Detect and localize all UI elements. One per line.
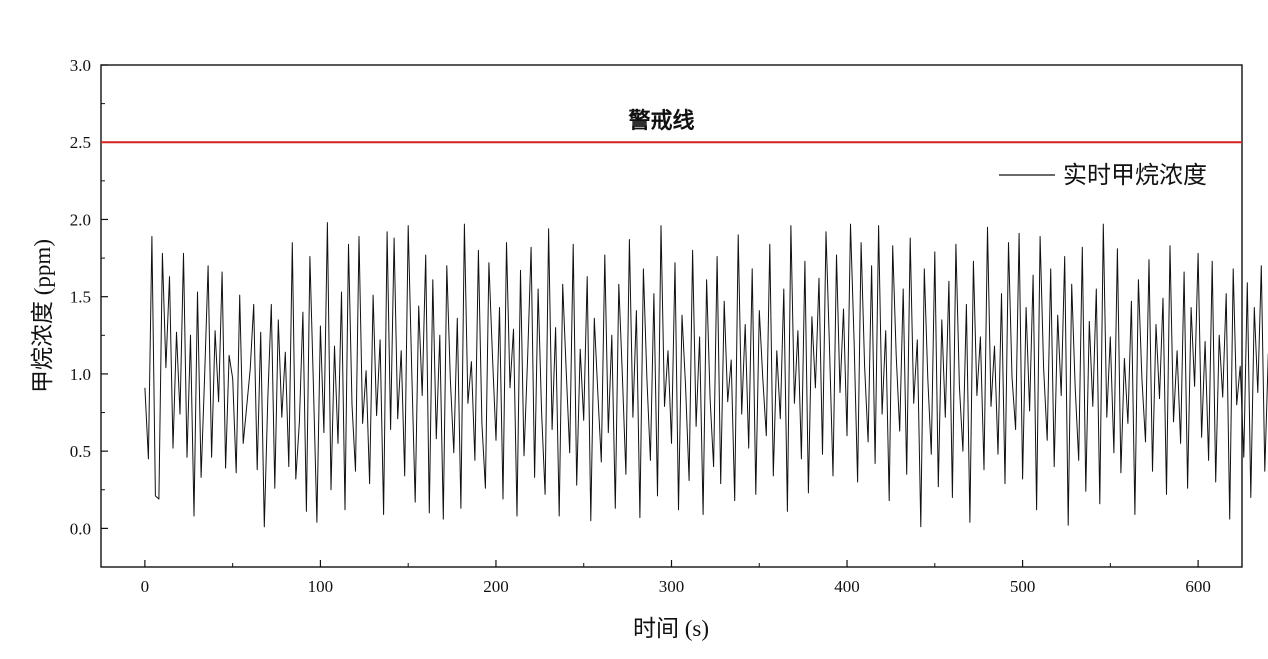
y-tick-label: 2.0 bbox=[70, 210, 91, 229]
y-axis-title: 甲烷浓度 (ppm) bbox=[30, 239, 55, 393]
y-tick-label: 1.5 bbox=[70, 288, 91, 307]
x-tick-label: 100 bbox=[308, 577, 334, 596]
x-tick-label: 500 bbox=[1010, 577, 1036, 596]
x-tick-label: 0 bbox=[141, 577, 150, 596]
x-tick-label: 200 bbox=[483, 577, 509, 596]
x-tick-label: 400 bbox=[834, 577, 860, 596]
series-line-methane bbox=[144, 222, 1268, 528]
x-tick-label: 300 bbox=[659, 577, 685, 596]
legend-label: 实时甲烷浓度 bbox=[1063, 162, 1207, 189]
y-tick-label: 2.5 bbox=[70, 133, 91, 152]
warning-line-label: 警戒线 bbox=[627, 108, 694, 133]
x-axis-title: 时间 (s) bbox=[633, 616, 709, 641]
x-axis: 0 100 200 300 400 500 600 bbox=[141, 560, 1211, 596]
y-tick-label: 0.0 bbox=[70, 519, 91, 538]
y-tick-label: 0.5 bbox=[70, 442, 91, 461]
y-tick-label: 3.0 bbox=[70, 56, 91, 75]
x-tick-label: 600 bbox=[1185, 577, 1211, 596]
y-tick-label: 1.0 bbox=[70, 365, 91, 384]
legend: 实时甲烷浓度 bbox=[999, 162, 1207, 189]
